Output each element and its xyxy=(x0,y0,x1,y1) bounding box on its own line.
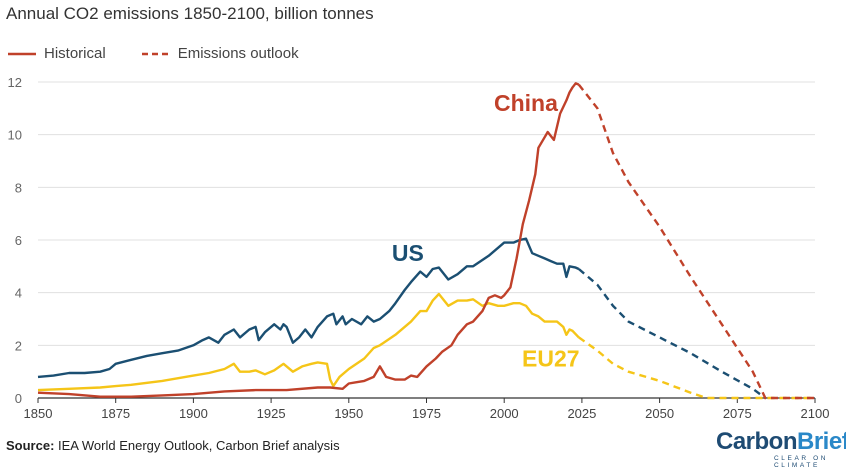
solid-line-swatch xyxy=(8,52,36,55)
legend-item-historical: Historical xyxy=(8,45,106,62)
annotation-eu27: EU27 xyxy=(522,345,580,371)
x-tick-label: 1850 xyxy=(24,406,53,421)
x-tick-label: 2050 xyxy=(645,406,674,421)
series-us-historical xyxy=(37,237,580,379)
y-tick-label: 0 xyxy=(15,391,22,406)
y-tick-label: 4 xyxy=(15,286,22,301)
source-note: Source: IEA World Energy Outlook, Carbon… xyxy=(6,438,340,453)
x-tick-label: 2100 xyxy=(801,406,830,421)
x-tick-label: 2075 xyxy=(723,406,752,421)
series-lines xyxy=(37,82,815,400)
chart-title: Annual CO2 emissions 1850-2100, billion … xyxy=(6,4,374,23)
y-tick-label: 8 xyxy=(15,180,22,195)
x-tick-label: 1900 xyxy=(179,406,208,421)
series-us-outlook xyxy=(578,268,767,399)
series-annotations: China US EU27 xyxy=(392,90,580,371)
x-tick-label: 2000 xyxy=(490,406,519,421)
legend-label-outlook: Emissions outlook xyxy=(177,45,299,62)
x-tick-label: 2025 xyxy=(567,406,596,421)
y-tick-label: 6 xyxy=(15,233,22,248)
series-china-historical xyxy=(37,82,580,398)
dashed-line-swatch xyxy=(141,52,170,55)
legend-label-historical: Historical xyxy=(44,45,106,62)
x-tick-label: 1950 xyxy=(334,406,363,421)
series-china-outlook xyxy=(577,83,815,400)
y-tick-label: 2 xyxy=(15,338,22,353)
series-eu27-outlook xyxy=(578,336,815,400)
legend: Historical Emissions outlook xyxy=(8,45,335,62)
x-tick-label: 1975 xyxy=(412,406,441,421)
y-tick-label: 12 xyxy=(8,75,22,90)
annotation-us: US xyxy=(392,240,424,266)
carbon-brief-logo: CarbonBrief CLEAR ON CLIMATE xyxy=(716,428,846,470)
annotation-china: China xyxy=(494,90,558,116)
logo-name-part2: Brief xyxy=(797,428,846,455)
x-axis-ticks: 1850 1875 1900 1925 1950 1975 2000 2025 2050 2075… xyxy=(24,398,830,421)
y-tick-label: 10 xyxy=(8,128,22,143)
legend-item-outlook: Emissions outlook xyxy=(141,45,299,62)
x-tick-label: 1875 xyxy=(101,406,130,421)
logo-tagline: CLEAR ON CLIMATE xyxy=(774,455,829,469)
grid-lines xyxy=(38,81,815,399)
source-label: Source: xyxy=(6,438,55,453)
logo-name-part1: Carbon xyxy=(716,428,798,455)
series-eu27-historical xyxy=(37,292,580,392)
x-tick-label: 1925 xyxy=(257,406,286,421)
source-text: IEA World Energy Outlook, Carbon Brief a… xyxy=(54,438,340,453)
y-axis-ticks: 0 2 4 6 8 10 12 xyxy=(8,75,22,406)
